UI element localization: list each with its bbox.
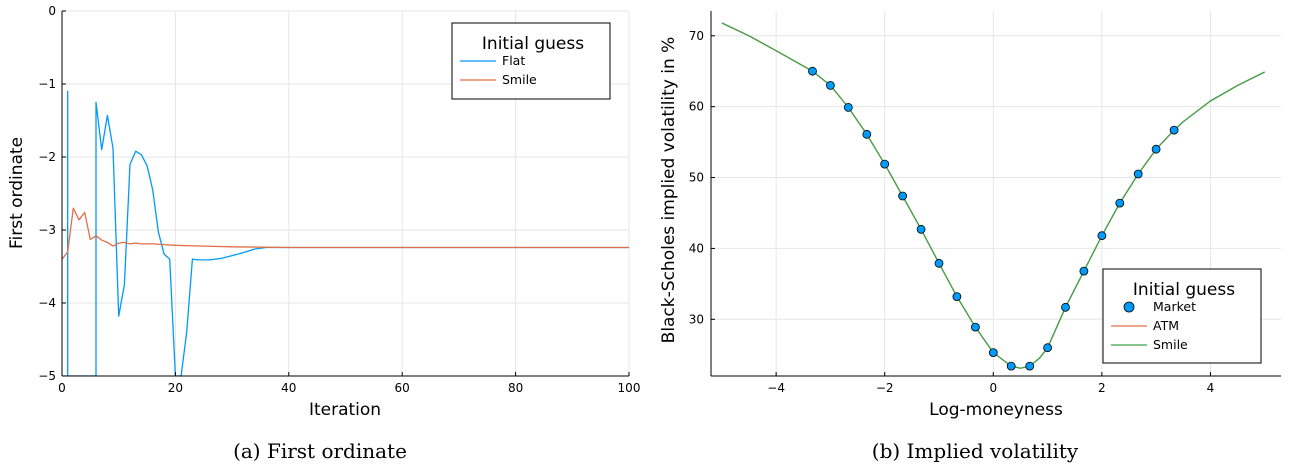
market-point: [1133, 169, 1143, 179]
x-axis-label-a: Iteration: [309, 400, 381, 420]
market-point: [988, 348, 998, 358]
x-tick-label: 60: [395, 381, 410, 395]
market-point: [916, 224, 926, 234]
series-b: [721, 22, 1265, 371]
y-tick-label: 0: [48, 4, 56, 18]
x-tick-label: 4: [1207, 381, 1215, 395]
market-point: [808, 66, 817, 76]
legend-label-market: Market: [1153, 299, 1196, 314]
market-point: [862, 129, 872, 139]
legend-label-smile-a: Smile: [502, 72, 537, 87]
chart-panel-b: −4 −2 0 2 4 30 40 50 60 70 Log-moneyness Black-Sc…: [659, 11, 1281, 463]
market-point: [952, 292, 962, 302]
x-axis-label-b: Log-moneyness: [929, 400, 1063, 420]
x-tick-label: −2: [876, 381, 894, 395]
market-point: [1061, 302, 1070, 312]
chart-panel-a: 0 20 40 60 80 100 −5 −4 −3 −2 −1 0 Iteration First …: [7, 4, 640, 463]
ticks-b: −4 −2 0 2 4 30 40 50 60 70: [689, 29, 1215, 395]
y-tick-label: 40: [689, 241, 704, 255]
ticks-a: 0 20 40 60 80 100 −5 −4 −3 −2 −1 0: [38, 4, 640, 395]
y-tick-label: 50: [689, 171, 704, 185]
y-tick-label: −3: [38, 223, 56, 237]
market-point: [1043, 343, 1052, 353]
market-point: [1079, 266, 1089, 276]
market-point: [898, 191, 907, 201]
legend-label-smile-b: Smile: [1153, 337, 1188, 352]
y-tick-label: 30: [689, 312, 704, 326]
x-tick-label: 0: [58, 381, 66, 395]
market-point: [880, 159, 890, 169]
legend-box-b: [1102, 268, 1262, 364]
legend-title-a: Initial guess: [482, 34, 584, 54]
x-tick-label: −4: [767, 381, 785, 395]
market-point: [1169, 125, 1179, 135]
x-tick-label: 100: [618, 381, 641, 395]
caption-a: (a) First ordinate: [233, 439, 407, 463]
market-point: [1115, 198, 1125, 208]
y-tick-label: −2: [38, 150, 56, 164]
x-tick-label: 80: [508, 381, 523, 395]
x-tick-label: 40: [281, 381, 296, 395]
y-axis-label-b: Black-Scholes implied volatility in %: [659, 37, 679, 344]
y-axis-label-a: First ordinate: [7, 137, 27, 249]
y-tick-label: −5: [38, 369, 56, 383]
market-point: [1097, 231, 1107, 241]
axes-a: [61, 11, 629, 377]
market-point: [826, 81, 835, 90]
y-tick-label: 60: [689, 100, 704, 114]
x-tick-label: 0: [989, 381, 997, 395]
legend-marker-market: [1123, 301, 1135, 313]
y-tick-label: −1: [38, 77, 56, 91]
market-point: [971, 322, 980, 332]
market-point: [1151, 144, 1161, 154]
x-tick-label: 20: [168, 381, 183, 395]
legend-title-b: Initial guess: [1133, 280, 1235, 300]
legend-a: Initial guess Flat Smile: [451, 22, 611, 100]
legend-label-flat: Flat: [502, 53, 525, 68]
y-tick-label: −4: [38, 296, 56, 310]
legend-b: Initial guess Market ATM Smile: [1102, 268, 1262, 364]
market-point: [843, 103, 853, 112]
series-a: [62, 90, 629, 376]
axes-b: [710, 11, 1281, 377]
series-line-smile: [62, 207, 629, 260]
legend-label-atm: ATM: [1153, 318, 1179, 333]
market-point: [934, 258, 944, 268]
series-line-flat: [62, 90, 629, 376]
caption-b: (b) Implied volatility: [872, 439, 1079, 463]
market-point: [1006, 361, 1016, 371]
market-point: [1025, 361, 1035, 371]
x-tick-label: 2: [1098, 381, 1106, 395]
y-tick-label: 70: [689, 29, 704, 43]
